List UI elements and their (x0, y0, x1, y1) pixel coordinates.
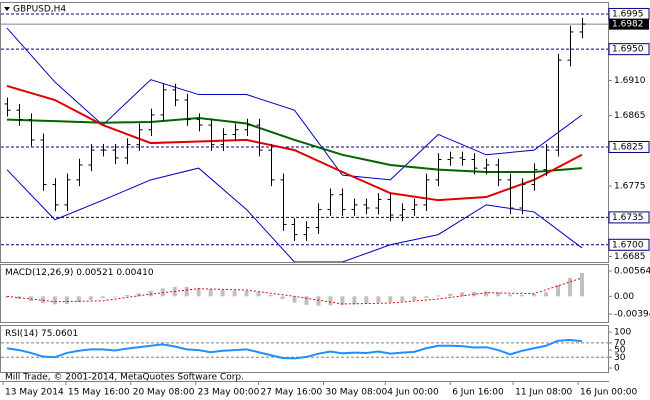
x-tick-label: 23 May 00:00 (198, 388, 260, 398)
rsi-tick-label: 100 (614, 328, 631, 338)
macd-bar (208, 289, 213, 297)
macd-bar (352, 296, 357, 305)
macd-bar (112, 296, 117, 297)
y-tick-label: 1.6910 (614, 76, 646, 86)
rsi-line (6, 339, 583, 360)
macd-title: MACD(12,26,9) (5, 268, 73, 278)
macd-panel-frame (0, 264, 609, 323)
macd-bar (304, 296, 309, 305)
indicator-line (6, 167, 583, 262)
macd-bar (436, 295, 441, 297)
bid-label: 1.6982 (612, 20, 644, 30)
x-tick-label: 4 Jun 00:00 (387, 388, 439, 398)
level-label-box (608, 43, 650, 56)
x-tick-label: 6 Jun 16:00 (452, 388, 504, 398)
macd-bar (100, 296, 105, 299)
rsi-tick-label: 50 (614, 346, 626, 356)
macd-bar (340, 296, 345, 305)
macd-bar (508, 294, 513, 297)
rsi-tick-label: 0 (614, 364, 620, 374)
macd-bar (364, 296, 369, 304)
macd-bar (520, 294, 525, 297)
level-label: 1.6995 (612, 9, 644, 19)
macd-bar (568, 277, 573, 297)
macd-bar (52, 296, 57, 305)
x-tick-label: 27 May 16:00 (261, 388, 323, 398)
x-tick-label: 11 Jun 08:00 (515, 388, 572, 398)
macd-bar (328, 296, 333, 306)
macd-bar (376, 296, 381, 303)
copyright: Mill Trade, © 2001-2014, MetaQuotes Soft… (5, 373, 244, 383)
macd-bar (184, 286, 189, 297)
macd-bar (4, 296, 9, 298)
macd-bar (316, 296, 321, 306)
macd-plot (4, 272, 585, 306)
macd-bar (124, 294, 129, 297)
macd-signal (6, 277, 583, 305)
main-panel-frame (0, 2, 609, 263)
bid-label-box (609, 18, 649, 30)
macd-bar (292, 296, 297, 303)
macd-bar (64, 296, 69, 304)
macd-bar (484, 291, 489, 297)
rsi-readout: 75.0601 (41, 329, 78, 339)
level-label-box (608, 211, 650, 224)
y-tick-label: 1.6865 (614, 111, 646, 121)
macd-bar (388, 296, 393, 303)
rsi-plot (1, 339, 608, 360)
x-tick-label: 20 May 08:00 (133, 388, 195, 398)
macd-bar (532, 294, 537, 297)
y-tick-label: 1.6775 (614, 182, 646, 192)
macd-bar (424, 296, 429, 299)
axes: 1.6685 1.6775 1.6865 1.6910 1.6995 1.6950 1.68… (2, 7, 650, 398)
rsi-tick-label: 70 (614, 338, 626, 348)
macd-readout: 0.00410 (116, 268, 153, 278)
symbol-menu-arrow[interactable] (4, 7, 10, 11)
macd-bar (244, 290, 249, 297)
y-tick-label: 1.6685 (614, 252, 646, 262)
macd-bar (196, 287, 201, 297)
x-tick-label: 16 Jun 00:00 (580, 388, 637, 398)
macd-readout: 0.00521 (76, 268, 113, 278)
price-plot (1, 13, 608, 262)
macd-tick-label: 0.00 (614, 292, 634, 302)
level-label: 1.6950 (612, 45, 644, 55)
level-label: 1.6700 (612, 240, 644, 250)
rsi-panel-frame (0, 325, 609, 373)
rsi-header: RSI(14) 75.0601 (5, 329, 78, 339)
macd-header: MACD(12,26,9) 0.00521 0.00410 (5, 268, 154, 278)
x-tick-label: 30 May 08:00 (325, 388, 387, 398)
rsi-tick-label: 30 (614, 353, 626, 363)
macd-tick-label: -0.00394 (614, 310, 650, 320)
chart-title: GBPUSD,H4 (13, 5, 66, 15)
macd-bar (412, 296, 417, 301)
macd-bar (220, 290, 225, 297)
macd-bar (76, 296, 81, 303)
macd-bar (136, 293, 141, 297)
level-label: 1.6735 (612, 213, 644, 223)
level-label-box (608, 140, 650, 153)
level-label-box (608, 238, 650, 251)
macd-bar (400, 296, 405, 302)
rsi-title: RSI(14) (5, 329, 38, 339)
macd-bar (40, 296, 45, 304)
macd-bar (88, 296, 93, 300)
macd-bar (556, 285, 561, 297)
macd-bar (544, 292, 549, 297)
macd-bar (268, 294, 273, 297)
macd-bar (460, 292, 465, 297)
level-label: 1.6825 (612, 142, 644, 152)
macd-bar (256, 292, 261, 297)
macd-tick-label: 0.00564 (614, 267, 650, 277)
macd-bar (448, 293, 453, 297)
macd-bar (580, 272, 585, 297)
x-tick-label: 13 May 2014 (5, 388, 64, 398)
macd-bar (280, 296, 285, 300)
x-tick-label: 15 May 16:00 (68, 388, 130, 398)
macd-bar (496, 292, 501, 297)
macd-bar (232, 290, 237, 297)
indicator-line (6, 84, 583, 202)
